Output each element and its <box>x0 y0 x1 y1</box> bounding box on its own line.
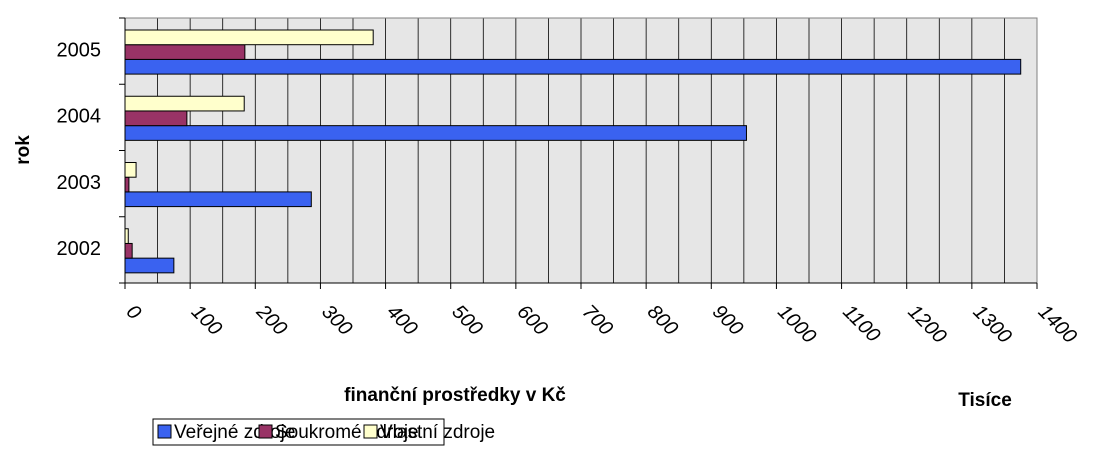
y-tick-label: 2002 <box>57 238 102 260</box>
x-tick-label: 1100 <box>838 301 884 347</box>
bar <box>124 162 137 178</box>
x-tick-label: 1300 <box>969 301 1016 348</box>
x-tick-label: 800 <box>643 301 682 340</box>
x-tick-label: 500 <box>447 301 486 340</box>
legend-swatch <box>363 424 378 439</box>
x-tick-label: 200 <box>251 300 291 340</box>
legend-swatch <box>258 424 273 439</box>
x-tick-label: 600 <box>513 301 552 340</box>
y-axis-label: rok <box>13 135 34 165</box>
bar <box>124 125 747 141</box>
bar <box>124 44 246 60</box>
bar <box>124 228 129 244</box>
bar <box>124 95 245 112</box>
unit-label: Tisíce <box>958 390 1012 411</box>
x-tick-label: 300 <box>317 301 356 340</box>
bar <box>124 110 188 127</box>
bar <box>124 29 374 46</box>
legend-swatch <box>157 424 172 439</box>
bar <box>124 257 175 274</box>
x-tick-label: 700 <box>578 301 617 340</box>
x-tick-label: 1400 <box>1034 301 1081 348</box>
x-tick-label: 100 <box>187 301 226 340</box>
legend-box <box>152 418 445 446</box>
bar <box>124 176 130 193</box>
y-tick-label: 2004 <box>57 106 102 128</box>
legend-label: Soukromé zdroje <box>275 422 419 443</box>
legend-label: Vlastní zdroje <box>380 422 495 443</box>
x-tick-label: 1200 <box>903 301 950 348</box>
x-tick-label: 400 <box>382 301 421 340</box>
y-tick-label: 2003 <box>57 172 102 194</box>
bar <box>124 242 133 259</box>
x-tick-label: 900 <box>708 301 747 340</box>
x-tick-label: 0 <box>122 301 145 324</box>
x-tick-label: 1000 <box>773 301 820 348</box>
bar <box>124 191 312 208</box>
bar <box>124 58 1022 75</box>
x-axis-label: finanční prostředky v Kč <box>344 385 566 406</box>
y-tick-label: 2005 <box>57 39 102 61</box>
